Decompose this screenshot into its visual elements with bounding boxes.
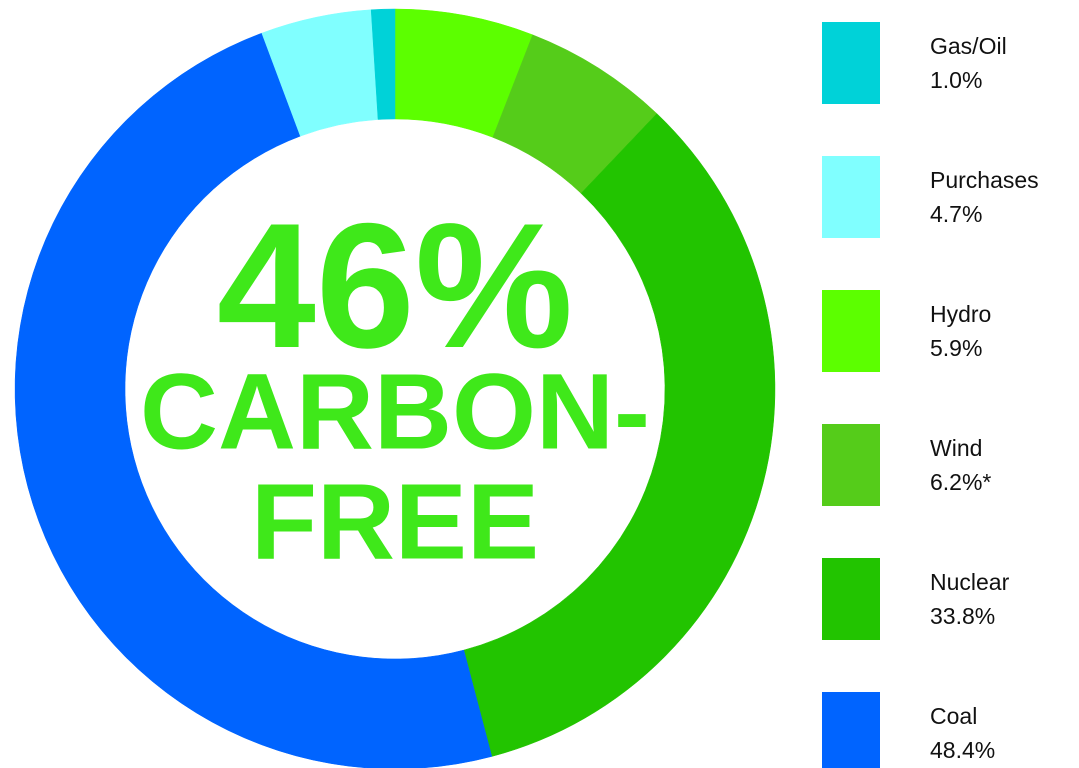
legend-label: Purchases	[930, 167, 1039, 193]
legend-label: Hydro	[930, 301, 991, 327]
legend-label: Wind	[930, 435, 982, 461]
legend-swatch	[822, 290, 880, 372]
legend-label: Gas/Oil	[930, 33, 1007, 59]
legend-value: 1.0%	[930, 67, 982, 93]
center-text: CARBON-	[140, 351, 650, 472]
legend-label: Nuclear	[930, 569, 1010, 595]
donut-segment	[463, 113, 776, 757]
donut-segment	[370, 8, 396, 120]
center-text: FREE	[251, 461, 539, 582]
legend-label: Coal	[930, 703, 977, 729]
legend-value: 48.4%	[930, 737, 995, 763]
legend-swatch	[822, 156, 880, 238]
legend-swatch	[822, 692, 880, 768]
legend-swatch	[822, 22, 880, 104]
donut-segment	[14, 32, 493, 768]
legend-swatch	[822, 424, 880, 506]
legend-value: 6.2%*	[930, 469, 991, 495]
center-text: 46%	[217, 186, 573, 385]
legend-value: 5.9%	[930, 335, 982, 361]
legend-value: 33.8%	[930, 603, 995, 629]
legend-swatch	[822, 558, 880, 640]
legend-value: 4.7%	[930, 201, 982, 227]
